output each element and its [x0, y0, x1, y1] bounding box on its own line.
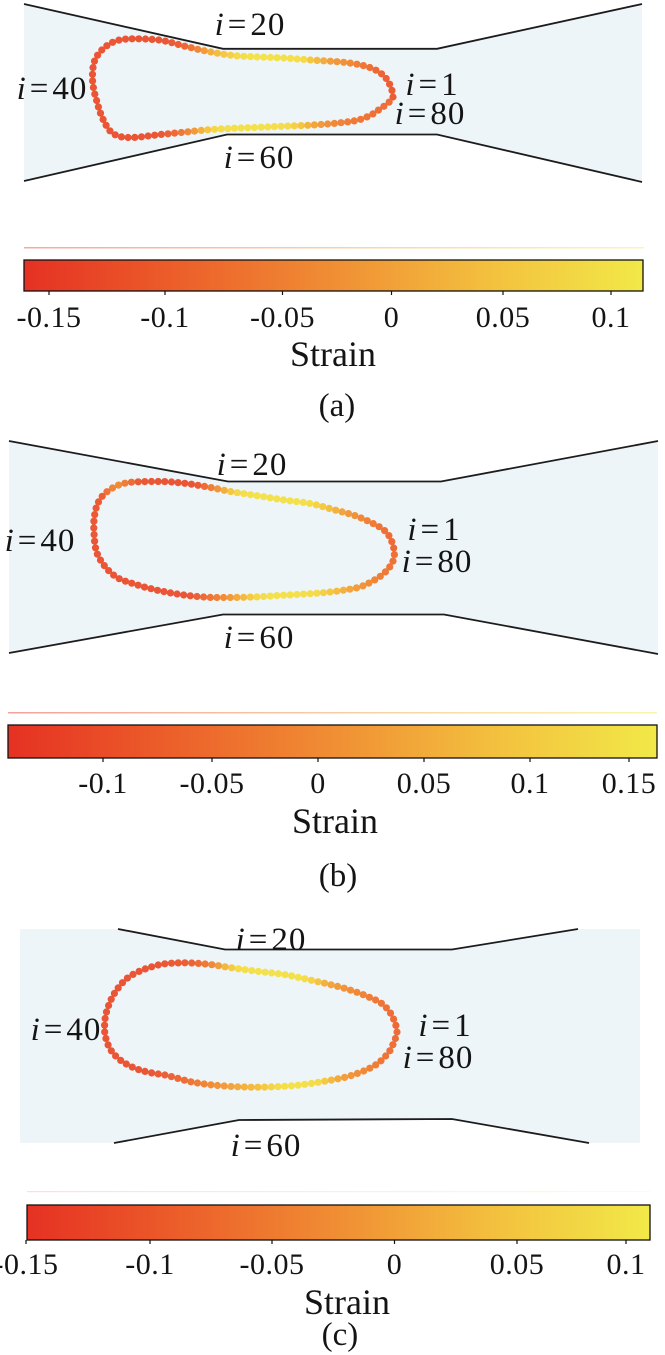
- svg-text:-0.1: -0.1: [140, 301, 190, 334]
- svg-text:i=60: i=60: [224, 620, 295, 656]
- svg-text:0.05: 0.05: [490, 1248, 545, 1281]
- svg-text:i=1: i=1: [418, 1008, 471, 1044]
- svg-text:i=20: i=20: [217, 447, 288, 483]
- svg-text:0.05: 0.05: [397, 767, 452, 800]
- svg-text:0.05: 0.05: [476, 301, 531, 334]
- svg-text:i=1: i=1: [405, 67, 458, 103]
- svg-text:(b): (b): [319, 858, 357, 894]
- svg-text:Strain: Strain: [290, 334, 376, 374]
- svg-text:i=40: i=40: [17, 71, 88, 107]
- svg-text:i=1: i=1: [407, 512, 460, 548]
- svg-text:i=60: i=60: [224, 140, 295, 176]
- svg-text:-0.05: -0.05: [240, 1248, 305, 1281]
- svg-text:-0.1: -0.1: [78, 767, 128, 800]
- svg-text:(c): (c): [322, 1317, 359, 1353]
- svg-text:Strain: Strain: [292, 801, 378, 841]
- svg-text:0: 0: [384, 301, 400, 334]
- svg-text:i=60: i=60: [231, 1128, 302, 1164]
- svg-text:0: 0: [310, 767, 326, 800]
- svg-text:(a): (a): [319, 388, 356, 424]
- svg-text:i=40: i=40: [31, 1012, 102, 1048]
- svg-text:0: 0: [387, 1248, 403, 1281]
- svg-text:i=80: i=80: [403, 1040, 474, 1076]
- svg-text:-0.15: -0.15: [0, 1248, 59, 1281]
- svg-text:0.1: 0.1: [511, 767, 550, 800]
- svg-text:0.1: 0.1: [607, 1248, 646, 1281]
- svg-text:0.1: 0.1: [592, 301, 631, 334]
- svg-text:Strain: Strain: [304, 1282, 390, 1322]
- svg-text:i=40: i=40: [5, 523, 76, 559]
- svg-text:i=80: i=80: [402, 544, 473, 580]
- svg-text:i=80: i=80: [395, 96, 466, 132]
- svg-text:i=20: i=20: [236, 922, 307, 958]
- svg-text:i=20: i=20: [215, 7, 286, 43]
- svg-text:-0.15: -0.15: [17, 301, 82, 334]
- svg-text:-0.1: -0.1: [125, 1248, 175, 1281]
- svg-text:-0.05: -0.05: [180, 767, 245, 800]
- svg-text:0.15: 0.15: [602, 767, 657, 800]
- svg-text:-0.05: -0.05: [250, 301, 315, 334]
